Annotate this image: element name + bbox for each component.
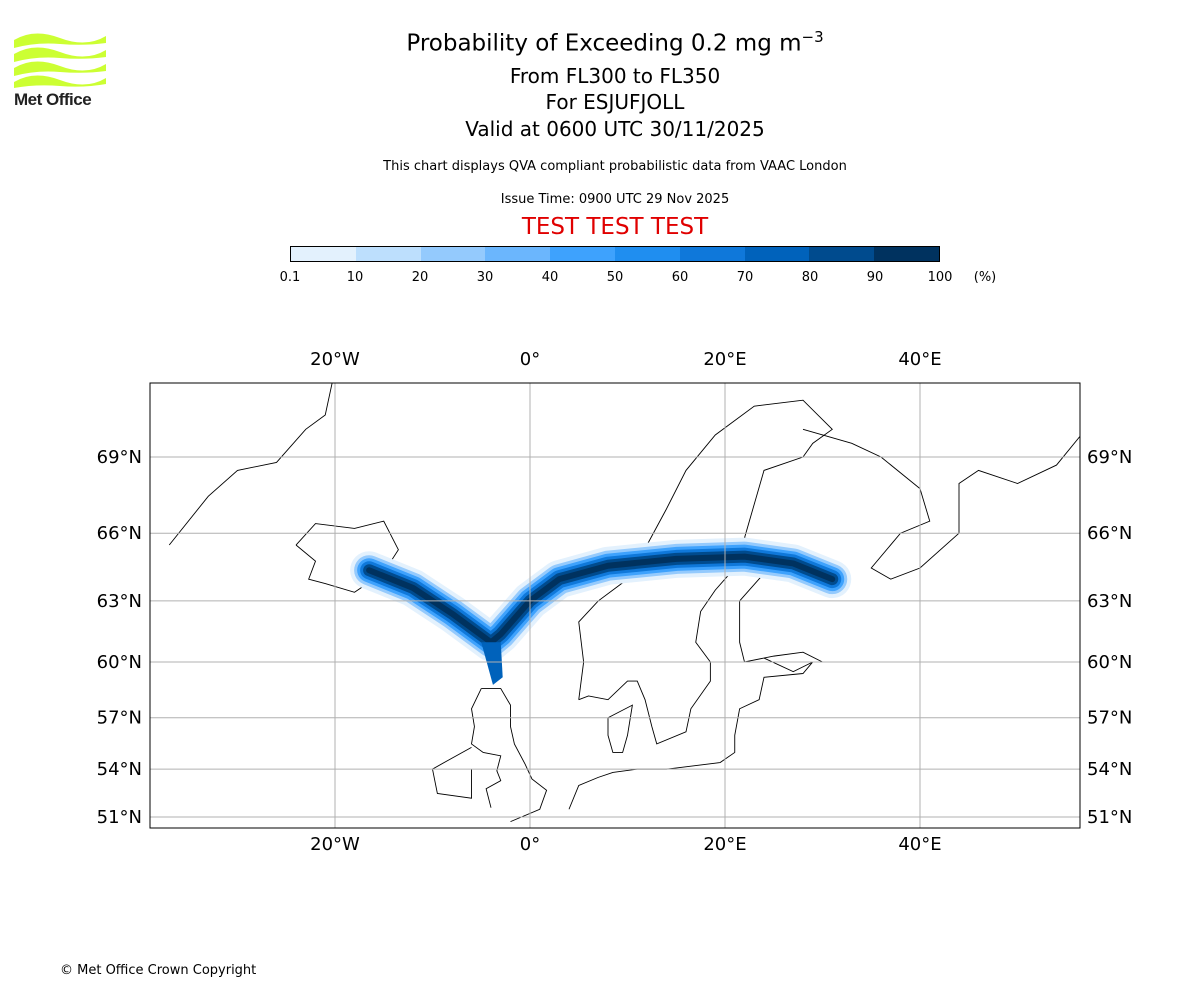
latitude-label: 66°N — [1087, 523, 1132, 544]
longitude-label: 20°W — [310, 349, 360, 370]
test-banner: TEST TEST TEST — [521, 214, 709, 240]
colorbar-swatch — [550, 247, 615, 261]
longitude-label: 0° — [520, 349, 540, 370]
chart-title: Probability of Exceeding 0.2 mg m−3 — [406, 28, 824, 57]
flight-level-range: From FL300 to FL350 — [509, 64, 721, 88]
colorbar-tick-label: 20 — [411, 270, 429, 285]
data-note: This chart displays QVA compliant probab… — [383, 159, 847, 174]
latitude-label: 54°N — [97, 759, 142, 780]
met-office-logo-waves — [14, 33, 106, 88]
latitude-label: 60°N — [97, 652, 142, 673]
colorbar-swatch — [679, 247, 745, 261]
colorbar-swatch — [420, 247, 486, 261]
longitude-label: 40°E — [898, 834, 941, 855]
colorbar-tick-label: 10 — [346, 270, 364, 285]
valid-time: Valid at 0600 UTC 30/11/2025 — [465, 117, 765, 141]
colorbar-tick-label: 0.1 — [279, 270, 301, 285]
colorbar-tick-label: 90 — [866, 270, 884, 285]
coastline — [607, 704, 633, 753]
issue-time: Issue Time: 0900 UTC 29 Nov 2025 — [500, 192, 730, 207]
latitude-label: 63°N — [97, 591, 142, 612]
colorbar-swatch — [874, 247, 939, 261]
latitude-label: 57°N — [97, 708, 142, 729]
coastline — [471, 688, 502, 808]
latitude-label: 57°N — [1087, 708, 1132, 729]
latitude-label: 69°N — [1087, 447, 1132, 468]
latitude-label: 51°N — [1087, 807, 1132, 828]
colorbar-tick-label: 100 — [927, 270, 953, 285]
colorbar-unit: (%) — [973, 270, 997, 285]
latitude-label: 63°N — [1087, 591, 1132, 612]
colorbar-swatch — [614, 247, 680, 261]
colorbar-swatch — [291, 247, 356, 261]
colorbar-swatch — [744, 247, 810, 261]
colorbar-tick-label: 40 — [541, 270, 559, 285]
colorbar-swatch — [355, 247, 421, 261]
colorbar-swatch — [809, 247, 875, 261]
latitude-label: 54°N — [1087, 759, 1132, 780]
colorbar — [290, 246, 940, 262]
colorbar-tick-label: 80 — [801, 270, 819, 285]
copyright: © Met Office Crown Copyright — [60, 963, 257, 978]
colorbar-tick-label: 50 — [606, 270, 624, 285]
latitude-label: 66°N — [97, 523, 142, 544]
ash-probability-band — [366, 553, 836, 646]
longitude-label: 0° — [520, 834, 540, 855]
coastline — [168, 383, 333, 546]
colorbar-swatch — [485, 247, 551, 261]
volcano-name: For ESJUFJOLL — [545, 90, 685, 114]
latitude-label: 51°N — [97, 807, 142, 828]
longitude-label: 20°W — [310, 834, 360, 855]
longitude-label: 40°E — [898, 349, 941, 370]
longitude-label: 20°E — [703, 349, 746, 370]
longitude-label: 20°E — [703, 834, 746, 855]
latitude-label: 69°N — [97, 447, 142, 468]
colorbar-tick-label: 70 — [736, 270, 754, 285]
coastline — [568, 657, 814, 810]
colorbar-tick-label: 30 — [476, 270, 494, 285]
latitude-label: 60°N — [1087, 652, 1132, 673]
met-office-logo-text: Met Office — [14, 90, 92, 109]
coastline — [578, 537, 745, 745]
coastline — [431, 746, 472, 799]
coastline — [481, 688, 548, 823]
map-frame — [149, 382, 1081, 829]
coastline — [802, 428, 1080, 580]
ash-probability-band — [481, 642, 503, 685]
colorbar-tick-label: 60 — [671, 270, 689, 285]
